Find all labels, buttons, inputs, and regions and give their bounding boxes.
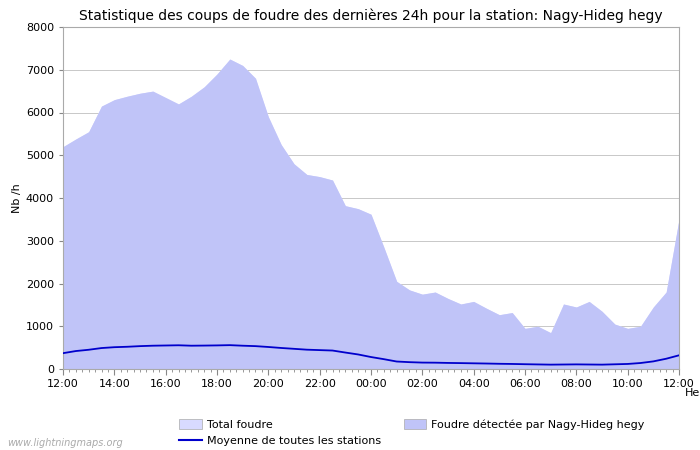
Title: Statistique des coups de foudre des dernières 24h pour la station: Nagy-Hideg he: Statistique des coups de foudre des dern… (79, 9, 663, 23)
Text: Heure: Heure (685, 388, 700, 398)
Legend: Total foudre, Moyenne de toutes les stations, Foudre détectée par Nagy-Hideg heg: Total foudre, Moyenne de toutes les stat… (179, 419, 645, 446)
Y-axis label: Nb /h: Nb /h (12, 183, 22, 213)
Text: www.lightningmaps.org: www.lightningmaps.org (7, 438, 122, 448)
